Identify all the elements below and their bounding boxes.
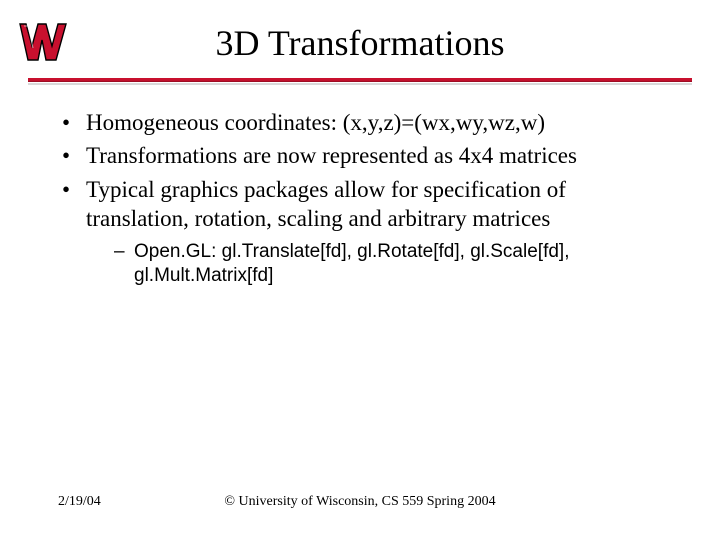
slide: 3D Transformations Homogeneous coordinat… xyxy=(0,0,720,540)
footer-copyright: © University of Wisconsin, CS 559 Spring… xyxy=(0,494,720,510)
bullet-text: Transformations are now represented as 4… xyxy=(86,143,577,168)
title-underline xyxy=(28,78,692,85)
slide-title: 3D Transformations xyxy=(0,22,720,64)
sub-bullet-item: Open.GL: gl.Translate[fd], gl.Rotate[fd]… xyxy=(86,240,670,289)
bullet-item: Homogeneous coordinates: (x,y,z)=(wx,wy,… xyxy=(58,108,670,137)
bullet-text: Homogeneous coordinates: (x,y,z)=(wx,wy,… xyxy=(86,110,545,135)
bullet-item: Typical graphics packages allow for spec… xyxy=(58,175,670,289)
slide-body: Homogeneous coordinates: (x,y,z)=(wx,wy,… xyxy=(58,108,670,293)
sub-bullet-text: Open.GL: gl.Translate[fd], gl.Rotate[fd]… xyxy=(134,241,569,287)
bullet-text: Typical graphics packages allow for spec… xyxy=(86,177,566,231)
bullet-item: Transformations are now represented as 4… xyxy=(58,141,670,170)
